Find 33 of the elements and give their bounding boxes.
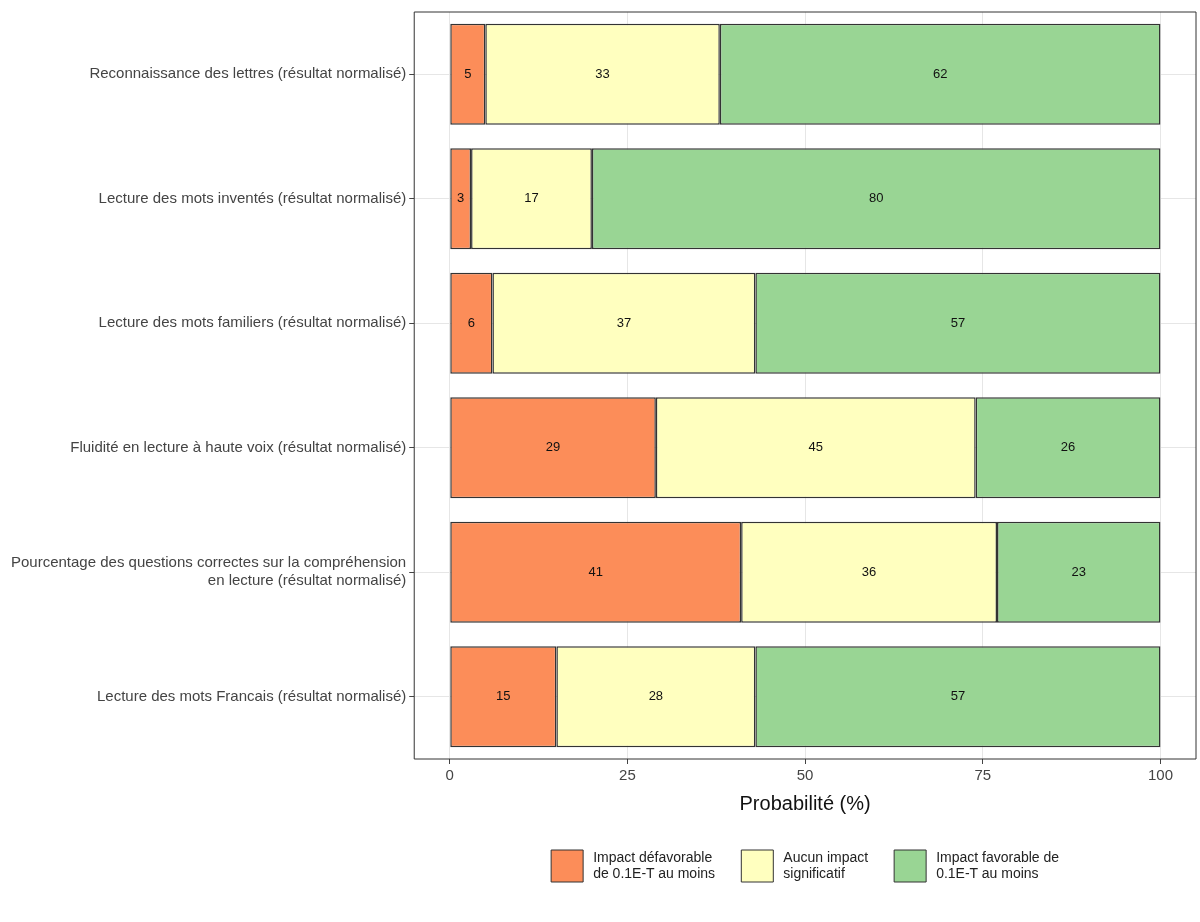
data-label: 3 xyxy=(457,190,465,206)
data-label: 62 xyxy=(932,65,948,81)
y-tick-label: Reconnaissance des lettres (résultat normalisé) xyxy=(89,64,407,82)
data-label: 80 xyxy=(868,190,884,206)
data-label: 45 xyxy=(808,439,824,455)
legend-label: Aucun impact significatif xyxy=(783,848,869,881)
data-label: 15 xyxy=(496,688,511,704)
x-axis-title: Probabilité (%) xyxy=(739,791,871,814)
data-label: 33 xyxy=(595,65,610,81)
legend-label: Impact défavorable de 0.1E-T au moins xyxy=(593,848,716,881)
data-label: 37 xyxy=(616,314,632,330)
data-label: 26 xyxy=(1060,439,1076,455)
x-tick-label: 0 xyxy=(445,766,454,784)
data-label: 5 xyxy=(464,65,472,81)
y-tick-label: Fluidité en lecture à haute voix (résultat normalisé) xyxy=(70,437,407,455)
y-tick-label: Lecture des mots Francais (résultat normalisé) xyxy=(96,686,407,704)
data-label: 41 xyxy=(588,563,603,579)
data-label: 57 xyxy=(950,314,966,330)
y-tick-label: Pourcentage des questions correctes sur la compréhension en lecture (résultat normalisé) xyxy=(10,553,407,589)
data-label: 28 xyxy=(648,688,664,704)
x-tick-label: 50 xyxy=(796,766,814,784)
legend-label: Impact favorable de 0.1E-T au moins xyxy=(936,848,1060,881)
data-label: 36 xyxy=(861,563,877,579)
data-label: 6 xyxy=(467,314,475,330)
x-tick-label: 75 xyxy=(974,766,992,784)
y-tick-label: Lecture des mots inventés (résultat normalisé) xyxy=(98,188,407,206)
data-label: 17 xyxy=(524,190,539,206)
data-label: 29 xyxy=(545,439,561,455)
data-label: 57 xyxy=(950,688,966,704)
data-label: 23 xyxy=(1071,563,1086,579)
x-tick-label: 100 xyxy=(1147,766,1173,784)
x-tick-label: 25 xyxy=(619,766,636,784)
y-tick-label: Lecture des mots familiers (résultat normalisé) xyxy=(98,313,407,331)
